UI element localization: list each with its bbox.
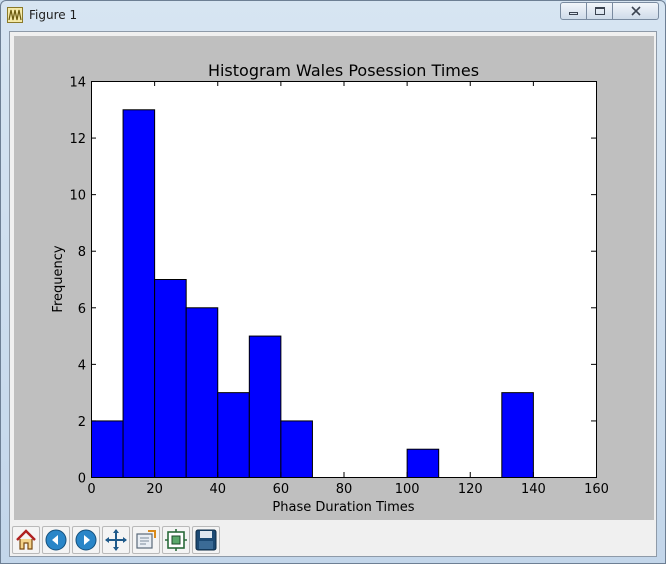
y-axis-ticks: 0 2 4 6 8 10 12 14 xyxy=(69,76,596,487)
save-floppy-icon xyxy=(195,529,217,551)
title-bar[interactable]: Figure 1 xyxy=(1,1,665,29)
y-axis-label: Frequency xyxy=(51,245,66,312)
chart-title: Histogram Wales Posession Times xyxy=(208,61,479,80)
x-axis-ticks: 0 20 40 60 80 100 120 140 160 xyxy=(87,81,609,497)
maximize-icon xyxy=(594,7,605,15)
histogram-bar xyxy=(91,420,124,478)
histogram-bar xyxy=(248,335,282,479)
y-tick-label: 0 xyxy=(78,472,86,487)
x-tick-label: 60 xyxy=(273,482,290,497)
histogram-bar xyxy=(280,420,313,478)
back-arrow-icon xyxy=(45,529,67,551)
x-tick-label: 0 xyxy=(87,482,95,497)
y-tick-label: 8 xyxy=(78,245,86,260)
home-icon xyxy=(16,529,36,550)
x-axis-label: Phase Duration Times xyxy=(272,500,414,515)
x-tick-label: 40 xyxy=(209,482,226,497)
back-button[interactable] xyxy=(42,526,70,554)
figure-canvas[interactable]: 0 20 40 60 80 100 120 140 160 0 2 4 6 8 10 12 14 Histog… xyxy=(14,36,654,520)
home-button[interactable] xyxy=(12,526,40,554)
histogram-bar xyxy=(154,279,187,478)
y-tick-label: 14 xyxy=(69,76,86,91)
window-title: Figure 1 xyxy=(29,8,78,22)
histogram-bar xyxy=(406,448,440,479)
zoom-button[interactable] xyxy=(132,526,160,554)
matplotlib-figure-icon xyxy=(7,7,23,23)
y-tick-label: 10 xyxy=(69,189,86,204)
figure-client-area: 0 20 40 60 80 100 120 140 160 0 2 4 6 8 10 12 14 Histog… xyxy=(9,31,657,557)
histogram-chart: 0 20 40 60 80 100 120 140 160 0 2 4 6 8 10 12 14 Histog… xyxy=(51,61,609,515)
pan-move-icon xyxy=(105,529,127,551)
x-tick-label: 20 xyxy=(146,482,163,497)
histogram-bar xyxy=(217,392,250,478)
y-tick-label: 12 xyxy=(69,132,86,147)
x-tick-label: 140 xyxy=(521,482,546,497)
histogram-bar xyxy=(122,109,156,479)
subplots-button[interactable] xyxy=(162,526,190,554)
minimize-icon xyxy=(569,12,578,15)
histogram-bar xyxy=(501,392,534,478)
save-button[interactable] xyxy=(192,526,220,554)
configure-subplots-icon xyxy=(165,529,187,551)
x-tick-label: 160 xyxy=(584,482,609,497)
x-tick-label: 120 xyxy=(458,482,483,497)
minimize-button[interactable] xyxy=(560,2,587,20)
y-tick-label: 2 xyxy=(78,415,86,430)
close-button[interactable] xyxy=(613,2,659,20)
navigation-toolbar xyxy=(10,524,656,556)
y-tick-label: 4 xyxy=(78,358,86,373)
x-tick-label: 100 xyxy=(395,482,420,497)
forward-button[interactable] xyxy=(72,526,100,554)
close-icon xyxy=(630,6,641,16)
zoom-rectangle-icon xyxy=(136,530,156,549)
x-tick-label: 80 xyxy=(336,482,353,497)
maximize-button[interactable] xyxy=(587,2,613,20)
forward-arrow-icon xyxy=(75,529,97,551)
pan-button[interactable] xyxy=(102,526,130,554)
window-controls xyxy=(560,2,659,21)
histogram-bars xyxy=(91,109,534,479)
y-tick-label: 6 xyxy=(78,302,86,317)
histogram-bar xyxy=(185,307,219,478)
